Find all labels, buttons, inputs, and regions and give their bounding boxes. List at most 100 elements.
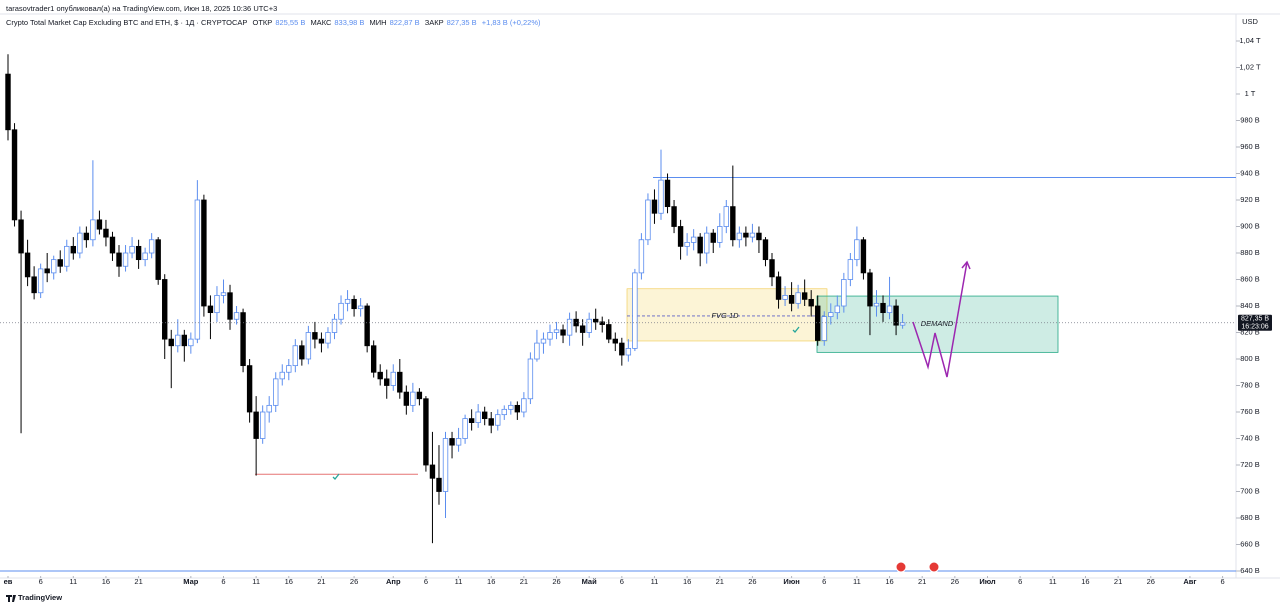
candle-body [704, 232, 710, 254]
candle-body [175, 334, 181, 347]
candle-body [560, 329, 566, 336]
candle-body [220, 292, 227, 296]
price-tag [1238, 314, 1272, 331]
fvg-label: FVG 1D [711, 311, 739, 320]
x-tick-label: 16 [1081, 577, 1089, 586]
candle-body [24, 252, 31, 278]
candle-body [207, 305, 214, 314]
y-tick-label: 1,04 T [1239, 36, 1261, 45]
x-tick-label: 21 [134, 577, 142, 586]
y-tick-label: 720 B [1240, 460, 1260, 469]
candle-body [566, 318, 573, 336]
y-tick-label: 660 B [1240, 539, 1260, 548]
candle-body [436, 477, 442, 492]
candle-body [743, 232, 749, 238]
x-tick-label: 16 [885, 577, 893, 586]
legend-value: 833,98 B [334, 18, 365, 27]
x-tick-label: ев [4, 577, 13, 586]
candle-body [103, 228, 109, 238]
candle-body [619, 342, 625, 356]
candle-body [593, 318, 599, 323]
event-icon[interactable] [895, 561, 907, 573]
candle-body [429, 464, 436, 479]
candle-body [312, 332, 318, 340]
candle-body [403, 391, 410, 406]
x-tick-label: 21 [520, 577, 528, 586]
candle-body [775, 276, 782, 300]
candle-body [730, 206, 736, 241]
y-tick-label: 840 B [1240, 301, 1260, 310]
candle-body [129, 245, 135, 254]
x-tick-label: 26 [350, 577, 358, 586]
y-tick-label: 800 B [1240, 354, 1260, 363]
candle-body [782, 294, 788, 300]
candle-body [495, 414, 501, 426]
demand-label: DEMAND [921, 319, 954, 328]
countdown: 16:23:06 [1241, 324, 1268, 331]
x-tick-label: 26 [1147, 577, 1155, 586]
candle-body [397, 371, 403, 393]
candle-body [867, 272, 873, 307]
candle-body [96, 219, 103, 230]
candle-body [481, 411, 488, 420]
legend-key: МАКС [310, 18, 332, 27]
candle-body [390, 371, 396, 386]
candle-body [449, 438, 455, 446]
legend-value: 825,55 B [275, 18, 306, 27]
candle-body [684, 241, 690, 247]
candle-body [880, 302, 886, 314]
y-tick-label: 700 B [1240, 486, 1260, 495]
candle-body [632, 272, 638, 349]
x-tick-label: 6 [424, 577, 428, 586]
candle-body [370, 345, 377, 373]
y-tick-label: 920 B [1240, 195, 1260, 204]
y-tick-label: 680 B [1240, 513, 1260, 522]
candle-body [286, 365, 292, 373]
candle-body [70, 245, 76, 254]
candle-body [31, 276, 37, 294]
candle-body [57, 259, 63, 267]
candle-body [240, 312, 246, 367]
candle-body [246, 365, 253, 413]
candle-body [658, 179, 664, 214]
check-icon [792, 326, 800, 333]
x-tick-label: 11 [455, 577, 463, 586]
candle-body [442, 438, 449, 492]
x-tick-label: 16 [102, 577, 110, 586]
candle-body [475, 411, 481, 424]
candle-body [253, 411, 259, 439]
event-icon[interactable] [928, 561, 940, 573]
x-tick-label: 11 [252, 577, 260, 586]
x-tick-label: 16 [683, 577, 691, 586]
candle-body [717, 226, 723, 243]
y-tick-label: 960 B [1240, 142, 1260, 151]
y-tick-label: 1,02 T [1239, 62, 1261, 71]
candle-body [5, 73, 11, 131]
candle-body [638, 239, 645, 274]
candle-body [233, 312, 240, 320]
currency: USD [1242, 17, 1258, 26]
candle-body [273, 378, 279, 406]
candle-body [873, 302, 880, 307]
x-tick-label: 16 [285, 577, 293, 586]
x-tick-label: 21 [1114, 577, 1122, 586]
candle-body [821, 316, 827, 341]
author-line: tarasovtrader1 опубликовал(а) на Trading… [6, 4, 278, 13]
candle-body [795, 292, 801, 304]
y-tick-label: 1 T [1245, 89, 1256, 98]
x-tick-label: Апр [386, 577, 401, 586]
candle-body [116, 252, 122, 267]
candle-body [318, 338, 325, 344]
candle-body [801, 292, 808, 300]
y-tick-label: 740 B [1240, 433, 1260, 442]
candle-body [586, 318, 592, 333]
candle-body [841, 279, 847, 307]
candle-body [122, 252, 129, 267]
legend-key: ЗАКР [424, 18, 444, 27]
candle-body [508, 404, 514, 410]
candle-body [181, 334, 188, 347]
candle-body [292, 345, 299, 367]
candle-body [860, 239, 867, 274]
